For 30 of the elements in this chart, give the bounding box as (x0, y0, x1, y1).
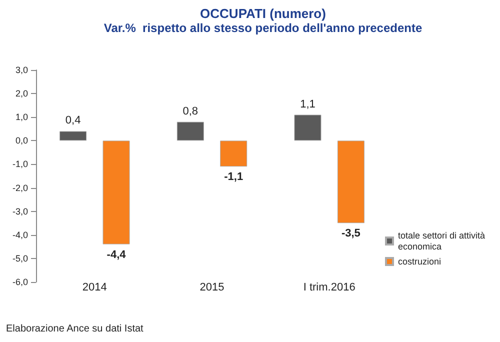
bar (60, 131, 87, 141)
data-label: 0,4 (65, 114, 81, 127)
chart-title: OCCUPATI (numero) (200, 6, 326, 21)
y-tick-label: -6,0 (12, 277, 28, 287)
y-tick-label: -4,0 (12, 230, 28, 240)
y-tick-label: 0,0 (15, 136, 28, 146)
y-tick-label: 3,0 (15, 65, 28, 75)
x-tick-label: I trim.2016 (303, 282, 356, 294)
y-tick-label: -2,0 (12, 182, 28, 193)
bar (102, 140, 130, 244)
text: Elaborazione Ance su dati Istat (6, 324, 144, 334)
data-label: 1,1 (300, 98, 316, 110)
legend-label: costruzioni (398, 256, 442, 266)
y-tick-label: -5,0 (12, 253, 28, 264)
x-tick-label: 2015 (200, 282, 224, 294)
bar (294, 114, 322, 141)
data-label: -1,1 (224, 171, 244, 184)
data-label: -4,4 (106, 248, 127, 261)
x-tick-label: 2014 (82, 282, 107, 294)
y-tick-label: -3,0 (12, 206, 28, 216)
bar (220, 140, 248, 167)
data-label: 0,8 (182, 105, 198, 118)
legend-label: totale settori di attività economica (398, 230, 488, 252)
data-label: -3,5 (341, 228, 360, 240)
chart-subtitle: Var.% rispetto allo stesso periodo dell'anno precedente (104, 21, 422, 35)
y-tick-label: -1,0 (12, 159, 28, 170)
y-tick-label: 2,0 (15, 88, 28, 99)
bar (176, 122, 204, 141)
y-tick-label: 1,0 (15, 112, 28, 122)
bar (337, 140, 364, 224)
